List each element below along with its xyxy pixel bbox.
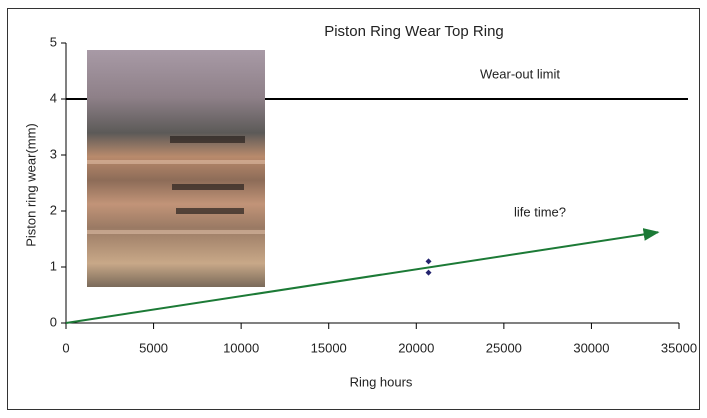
y-axis-label: Piston ring wear(mm) — [23, 123, 38, 247]
x-tick-label: 20000 — [398, 340, 434, 355]
annotation: Wear-out limit — [480, 66, 560, 81]
y-tick-label: 5 — [50, 34, 57, 49]
y-tick-label: 2 — [50, 202, 57, 217]
x-tick-label: 35000 — [661, 340, 697, 355]
point — [425, 258, 432, 265]
x-tick-label: 15000 — [311, 340, 347, 355]
x-tick-label: 25000 — [486, 340, 522, 355]
x-tick-label: 10000 — [223, 340, 259, 355]
x-tick-label: 30000 — [573, 340, 609, 355]
y-tick-label: 1 — [50, 258, 57, 273]
annotation: life time? — [514, 204, 566, 219]
y-tick-label: 0 — [50, 314, 57, 329]
x-tick-label: 0 — [62, 340, 69, 355]
y-tick-label: 4 — [50, 90, 57, 105]
trend-arrow — [65, 228, 660, 324]
y-tick-label: 3 — [50, 146, 57, 161]
chart-title: Piston Ring Wear Top Ring — [324, 23, 504, 40]
point — [425, 269, 432, 276]
plot-area: 0 1 2 3 4 5 0 5000 10000 15000 20000 25000 30000 3500… — [50, 34, 697, 355]
chart-border — [7, 8, 700, 410]
photo — [87, 50, 265, 287]
x-axis-label: Ring hours — [350, 374, 413, 389]
x-tick-label: 5000 — [139, 340, 168, 355]
